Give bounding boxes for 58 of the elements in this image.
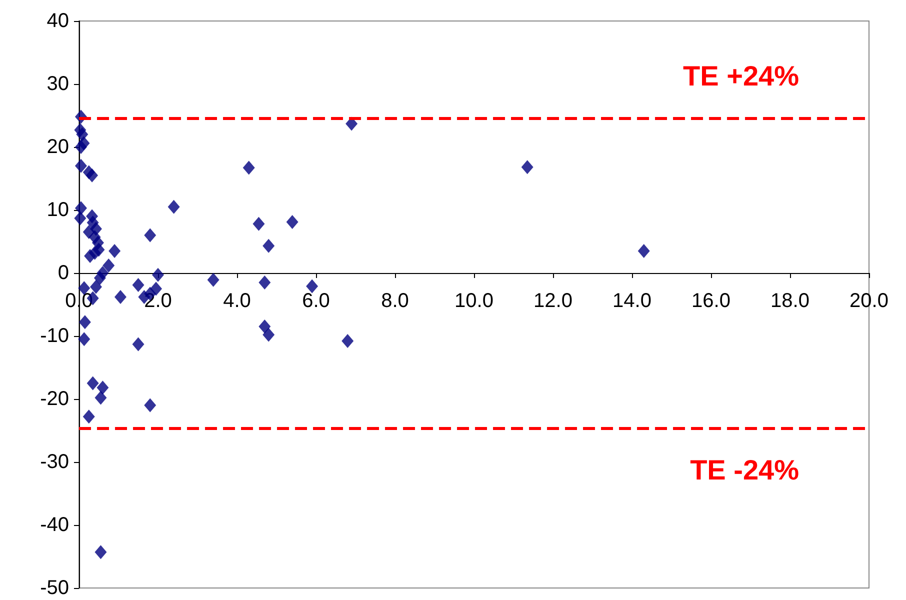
point — [342, 334, 354, 348]
y-tick-label: -40 — [40, 514, 69, 536]
x-tick-label: 18.0 — [770, 290, 810, 312]
ref-line-label: TE -24% — [690, 454, 800, 486]
y-tick-label: -20 — [40, 388, 69, 410]
point — [96, 380, 109, 395]
point — [86, 168, 98, 182]
x-tick-label: 14.0 — [612, 290, 652, 312]
point — [286, 214, 298, 229]
point — [258, 320, 271, 334]
point — [74, 158, 87, 173]
point — [90, 280, 102, 294]
y-tick-label: -50 — [40, 577, 69, 599]
point — [86, 376, 99, 390]
point — [262, 328, 275, 342]
y-tick-label: 10 — [46, 199, 69, 221]
point — [258, 275, 271, 290]
point — [84, 248, 96, 263]
y-tick-label: 0 — [58, 262, 69, 284]
ref-line-label: TE +24% — [683, 60, 800, 92]
point — [94, 271, 106, 286]
x-tick-label: 16.0 — [692, 290, 730, 312]
point — [94, 545, 107, 560]
y-tick-label: 20 — [46, 136, 69, 158]
point — [144, 398, 156, 412]
point — [262, 238, 275, 253]
x-tick-label: 20.0 — [850, 290, 888, 312]
y-tick-label: -10 — [40, 325, 69, 347]
point — [82, 410, 95, 424]
x-tick-label: 2.0 — [144, 290, 172, 312]
point — [638, 244, 650, 258]
point — [102, 258, 115, 272]
point — [94, 390, 107, 405]
y-tick-label: 30 — [46, 73, 69, 95]
x-tick-label: 6.0 — [302, 290, 330, 312]
point — [306, 279, 318, 294]
y-tick-label: -30 — [40, 451, 69, 473]
x-tick-label: 8.0 — [381, 290, 409, 312]
point — [242, 160, 255, 175]
point — [252, 216, 265, 231]
point — [132, 278, 144, 292]
point — [207, 272, 220, 287]
point — [132, 337, 144, 352]
point — [521, 160, 534, 174]
x-tick-label: 10.0 — [454, 290, 494, 312]
x-tick-label: 4.0 — [223, 290, 251, 312]
y-tick-label: 40 — [46, 10, 69, 32]
point — [114, 290, 126, 304]
point — [152, 268, 164, 282]
point — [144, 228, 156, 242]
point — [168, 200, 180, 214]
point — [78, 332, 90, 346]
point — [108, 244, 121, 258]
point — [74, 201, 87, 216]
point — [78, 136, 90, 150]
x-tick-label: 12.0 — [534, 290, 572, 312]
point — [74, 211, 86, 226]
point — [78, 315, 91, 330]
